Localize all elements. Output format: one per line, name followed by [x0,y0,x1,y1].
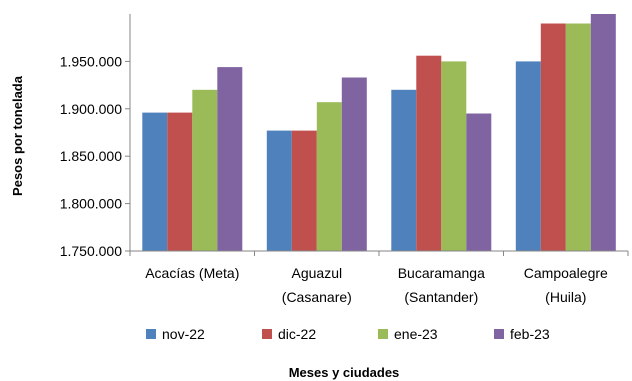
y-tick-label: 1.800.000 [60,196,122,212]
bar-dic-22 [416,55,442,252]
bar-feb-23 [217,67,243,251]
x-axis: Acacías (Meta) Aguazul (Casanare) Bucaraman… [129,250,629,305]
legend-swatch-ene-23 [378,329,388,339]
y-axis: 1.750.000 1.800.000 1.850.000 1.900.000 1.95… [60,14,131,259]
x-axis-title: Meses y ciudades [289,365,400,380]
x-tick-label: (Huila) [545,289,586,305]
legend-label: dic-22 [278,326,316,342]
x-tick-label: (Santander) [404,289,478,305]
bar-ene-23 [441,61,467,252]
bar-feb-23 [341,77,367,251]
y-tick-label: 1.900.000 [60,101,122,117]
bar-ene-23 [316,102,342,251]
legend-label: ene-23 [394,326,438,342]
plot-area [142,14,616,252]
legend-swatch-dic-22 [262,329,272,339]
bar-nov-22 [266,130,292,251]
legend-label: nov-22 [162,326,205,342]
bar-feb-23 [466,113,492,251]
y-tick-label: 1.850.000 [60,148,122,164]
y-tick-label: 1.750.000 [60,243,122,259]
legend-swatch-nov-22 [146,329,156,339]
bar-dic-22 [167,112,193,251]
bar-ene-23 [192,89,218,251]
x-tick-label: Bucaramanga [398,265,485,281]
x-tick-label: Campoalegre [524,265,608,281]
x-tick-label: Acacías (Meta) [145,265,239,281]
bar-nov-22 [515,61,541,252]
bar-feb-23 [590,14,616,251]
y-axis-title: Pesos por tonelada [10,75,25,196]
bar-nov-22 [142,112,168,251]
x-tick-label: Aguazul [292,265,343,281]
legend: nov-22 dic-22 ene-23 feb-23 [146,326,550,342]
bar-ene-23 [565,23,591,251]
x-tick-label: (Casanare) [282,289,352,305]
bar-dic-22 [540,23,566,251]
bar-nov-22 [391,89,417,251]
legend-swatch-feb-23 [494,329,504,339]
legend-label: feb-23 [510,326,550,342]
bar-dic-22 [291,130,317,251]
y-tick-label: 1.950.000 [60,53,122,69]
